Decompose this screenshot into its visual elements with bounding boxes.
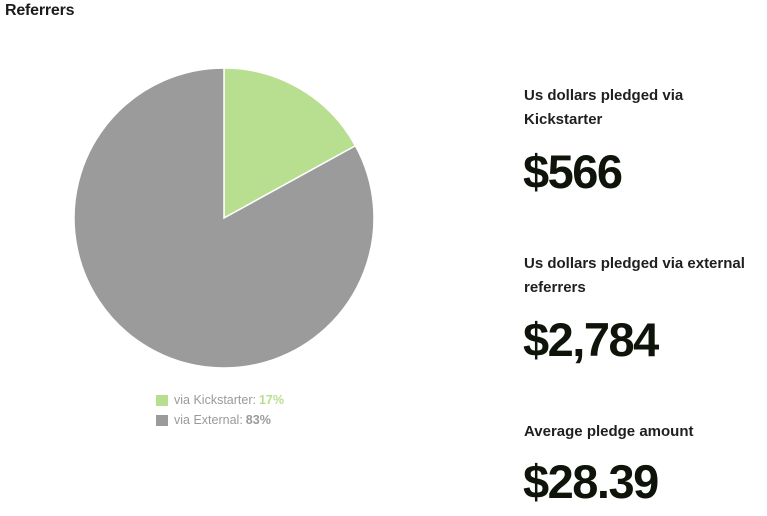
stat-label-average-pledge: Average pledge amount [524,423,694,440]
legend-swatch-kickstarter [156,394,168,406]
stat-label-kickstarter-pledged: Us dollars pledged via Kickstarter [524,87,684,128]
legend-label-external: via External [174,413,240,427]
legend-percent-external: 83% [245,413,271,427]
legend-item-external: via External: 83% [156,410,284,430]
stat-value-average-pledge: $28.39 [523,455,659,508]
stat-value-external-pledged: $2,784 [523,313,659,366]
chart-legend: via Kickstarter: 17% via External: 83% [156,390,284,430]
legend-percent-kickstarter: 17% [258,393,285,407]
legend-swatch-external [156,414,168,426]
pie-slice-via-external [73,67,375,369]
stat-value-kickstarter-pledged: $566 [523,145,623,198]
pie-slice-via-kickstarter [223,67,357,220]
legend-item-kickstarter: via Kickstarter: 17% [156,390,284,410]
referrers-pie-chart [73,67,375,369]
section-title: Referrers [5,2,75,19]
stat-label-external-pledged: Us dollars pledged via external referrer… [524,255,745,296]
legend-label-kickstarter: via Kickstarter [174,393,253,407]
